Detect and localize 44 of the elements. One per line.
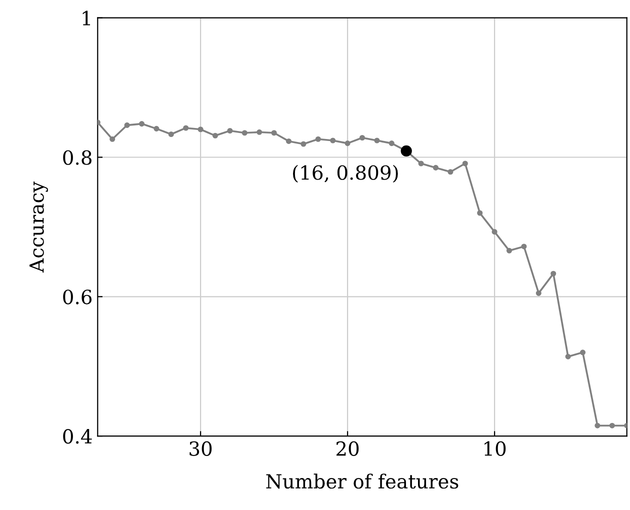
point [330, 138, 336, 144]
point [521, 244, 527, 250]
x-tick-label: 10 [484, 441, 506, 456]
point [550, 270, 556, 276]
point [565, 354, 571, 360]
point [359, 134, 366, 141]
point [536, 290, 542, 296]
point [286, 138, 292, 144]
point [448, 169, 454, 175]
point [154, 126, 160, 132]
point [300, 141, 306, 147]
y-tick-label: 0.6 [63, 290, 92, 304]
point [110, 136, 116, 142]
x-tick-label: 20 [336, 441, 359, 456]
point [212, 132, 218, 138]
x-tick-label: 30 [190, 441, 212, 456]
y-tick-label: 0.8 [63, 150, 92, 165]
point [271, 130, 277, 136]
point [315, 136, 321, 142]
point [344, 140, 350, 146]
point [506, 248, 512, 254]
point [580, 350, 586, 356]
point [183, 125, 189, 131]
point [418, 160, 424, 166]
point [198, 126, 204, 132]
point [492, 229, 498, 235]
x-axis-title: Number of features [266, 474, 458, 489]
point [477, 210, 483, 216]
point [227, 128, 233, 134]
y-tick-label: 0.4 [63, 429, 92, 444]
point [124, 122, 130, 128]
point [374, 138, 380, 144]
point [594, 422, 600, 428]
annotation: (16, 0.809) [293, 164, 398, 183]
point [138, 121, 145, 127]
y-tick-label: 1 [82, 10, 90, 26]
point [242, 130, 248, 136]
point [168, 131, 174, 138]
point [609, 422, 615, 428]
point [256, 129, 262, 135]
point [432, 164, 439, 170]
point [462, 160, 468, 166]
y-axis-title: Accuracy [29, 181, 48, 273]
point [388, 140, 394, 146]
